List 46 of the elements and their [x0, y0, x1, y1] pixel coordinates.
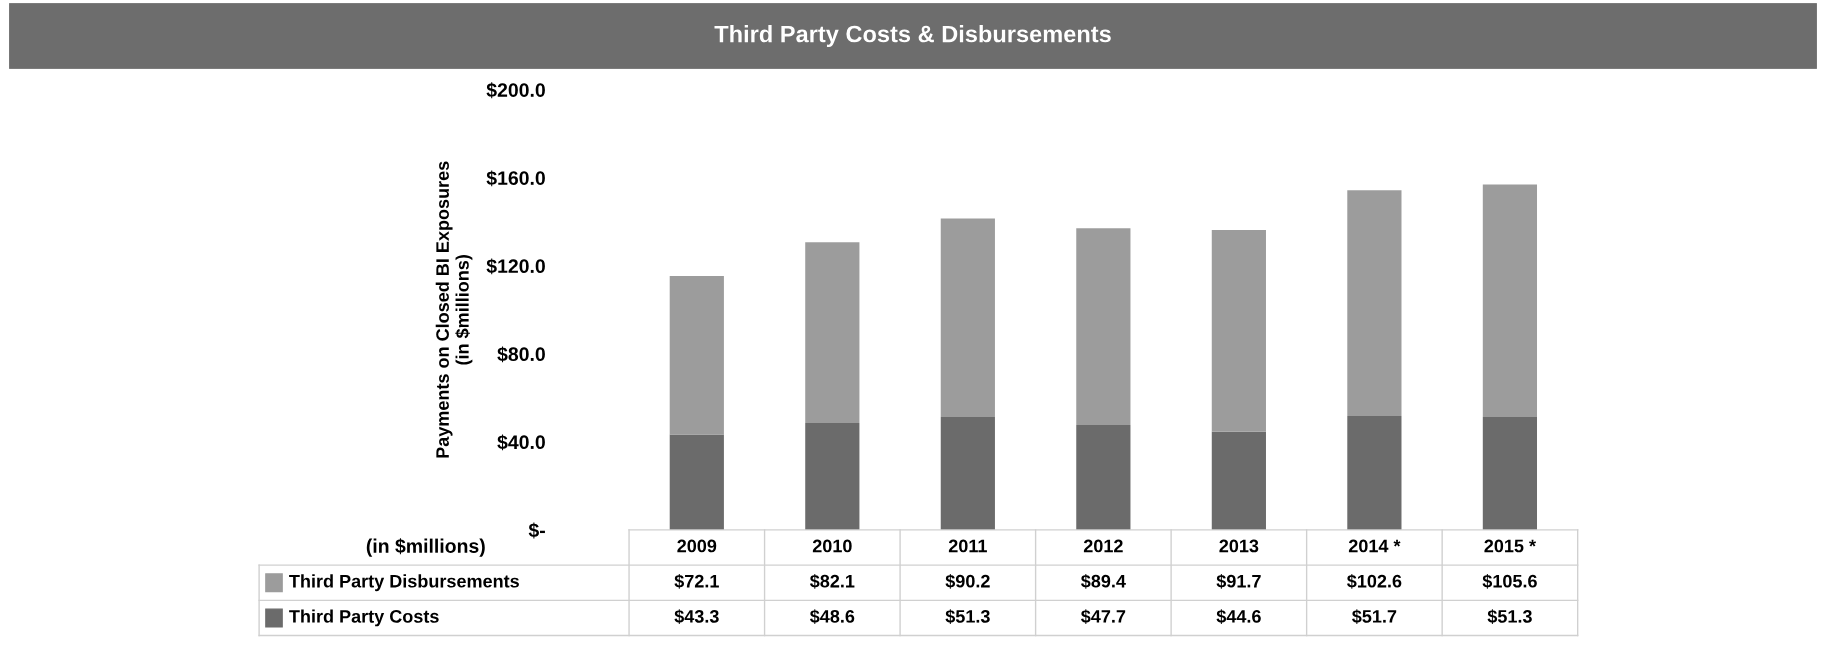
x-tick-label: 2015 *: [1484, 539, 1536, 553]
text: (in $millions): [366, 538, 485, 557]
data-label: $105.6: [1482, 573, 1537, 589]
x-tick-label: 2013: [1219, 539, 1259, 553]
data-label: $48.6: [809, 609, 855, 624]
x-tick-label: 2014 *: [1348, 539, 1401, 553]
bar: [805, 422, 860, 530]
bar: [1482, 416, 1538, 530]
data-label: $51.3: [945, 609, 990, 624]
data-label: $102.6: [1347, 573, 1402, 589]
data-label: $90.2: [945, 573, 990, 589]
bar: [1347, 416, 1402, 530]
y-axis-title: Payments on Closed BI Exposures (in $millions): [435, 161, 473, 458]
y-tick-label: $200.0: [486, 82, 545, 99]
data-label: $72.1: [674, 573, 719, 589]
y-tick-label: $-: [528, 522, 545, 539]
data-label: $82.1: [809, 573, 855, 589]
bar: [669, 275, 724, 435]
data-label: $51.7: [1352, 609, 1397, 624]
data-label: $43.3: [674, 609, 719, 624]
legend-label: Third Party Costs: [289, 609, 439, 627]
data-label: $44.6: [1216, 609, 1261, 624]
y-tick-label: $40.0: [497, 434, 545, 451]
bar: [1076, 228, 1131, 425]
bar: [805, 242, 860, 423]
bar: [1211, 229, 1266, 432]
data-label: $51.3: [1487, 609, 1532, 624]
chart-title: Third Party Costs & Disbursements: [714, 25, 1111, 48]
bar: [940, 416, 995, 530]
bar: [1482, 184, 1538, 417]
x-tick-label: 2010: [812, 539, 852, 553]
bar: [940, 218, 995, 417]
bar: [1076, 424, 1131, 530]
data-label: $91.7: [1216, 573, 1261, 589]
x-tick-label: 2012: [1083, 539, 1123, 553]
y-tick-label: $120.0: [486, 258, 545, 275]
data-label: $47.7: [1081, 609, 1126, 624]
y-tick-label: $80.0: [497, 346, 545, 363]
data-label: $89.4: [1081, 573, 1126, 589]
bar: [1211, 431, 1266, 530]
x-tick-label: 2011: [948, 539, 987, 553]
legend-label: Third Party Disbursements: [289, 574, 519, 592]
y-tick-label: $160.0: [486, 170, 545, 187]
bar: [669, 434, 724, 530]
bar: [1347, 190, 1402, 417]
x-tick-label: 2009: [677, 539, 717, 553]
